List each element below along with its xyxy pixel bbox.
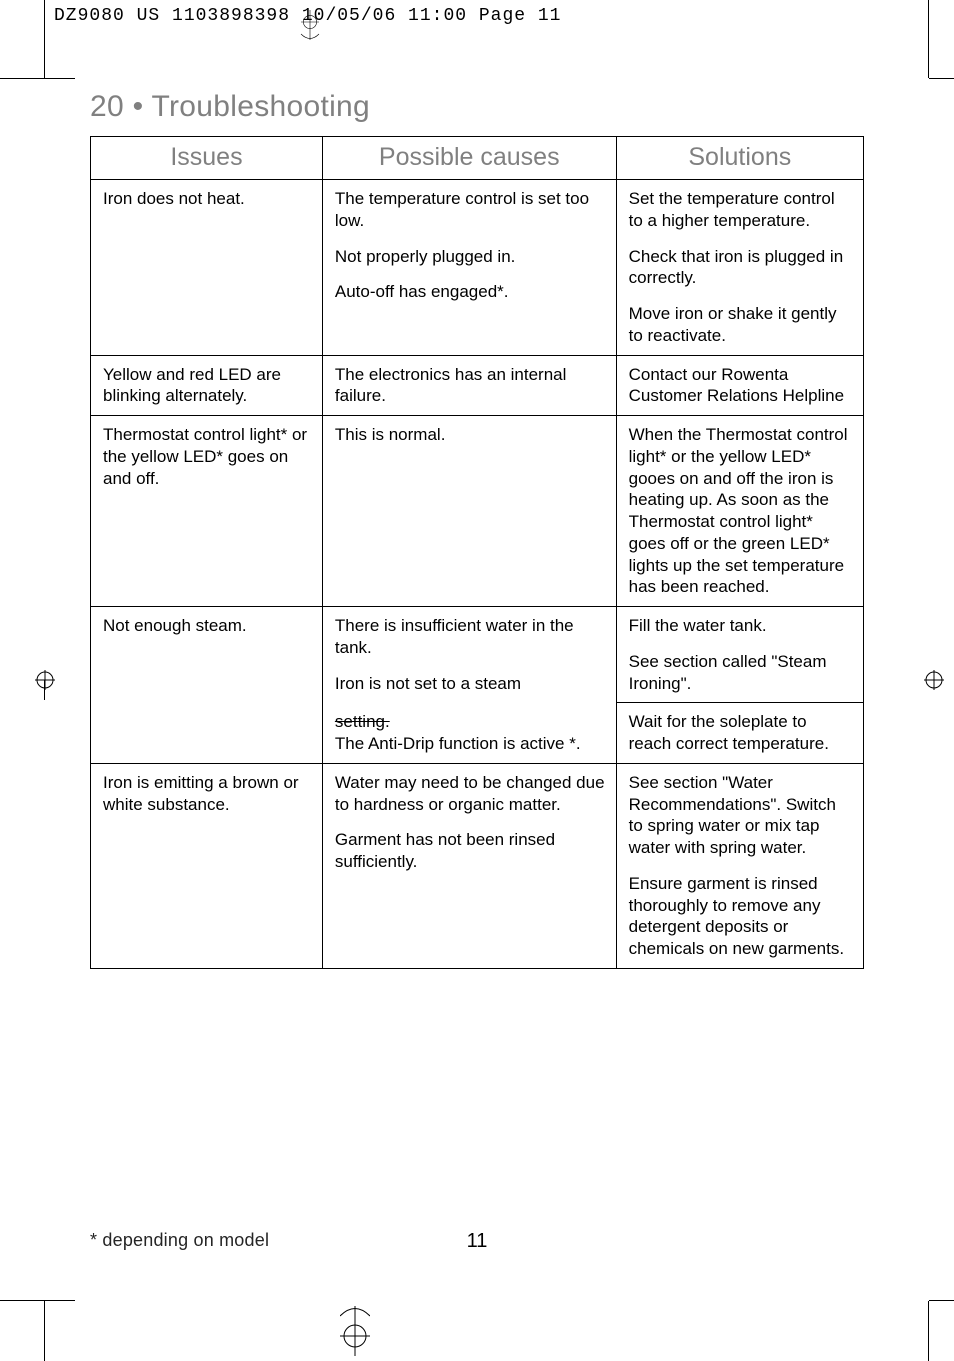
- solution-text: See section "Water Recommendations". Swi…: [629, 772, 853, 859]
- troubleshooting-table: Issues Possible causes Solutions Iron do…: [90, 136, 864, 969]
- cause-text: Auto-off has engaged*.: [335, 281, 606, 303]
- table-row: setting. The Anti-Drip function is activ…: [91, 703, 864, 764]
- page-content: 20 • Troubleshooting Issues Possible cau…: [90, 90, 864, 969]
- cell-issue: [91, 703, 323, 764]
- th-causes: Possible causes: [322, 137, 616, 180]
- th-solutions: Solutions: [616, 137, 863, 180]
- table-row: Iron does not heat. The temperature cont…: [91, 180, 864, 356]
- cell-cause: Water may need to be changed due to hard…: [322, 763, 616, 968]
- page-number: 11: [0, 1230, 954, 1253]
- table-row: Iron is emitting a brown or white substa…: [91, 763, 864, 968]
- cell-cause: setting. The Anti-Drip function is activ…: [322, 703, 616, 764]
- cause-text: Garment has not been rinsed sufficiently…: [335, 829, 606, 873]
- cell-cause: There is insufficient water in the tank.…: [322, 607, 616, 703]
- cell-cause: The electronics has an internal failure.: [322, 355, 616, 416]
- table-row: Not enough steam. There is insufficient …: [91, 607, 864, 703]
- solution-text: Move iron or shake it gently to reactiva…: [629, 303, 853, 347]
- solution-text: See section called "Steam Ironing".: [629, 651, 853, 695]
- table-row: Yellow and red LED are blinking alternat…: [91, 355, 864, 416]
- cell-solution: Fill the water tank. See section called …: [616, 607, 863, 703]
- solution-text: Ensure garment is rinsed thoroughly to r…: [629, 873, 853, 960]
- cause-text: The Anti-Drip function is active *.: [335, 733, 606, 755]
- cell-issue: Not enough steam.: [91, 607, 323, 703]
- solution-text: Set the temperature control to a higher …: [629, 188, 853, 232]
- cell-solution: Set the temperature control to a higher …: [616, 180, 863, 356]
- cell-cause: The temperature control is set too low. …: [322, 180, 616, 356]
- solution-text: Fill the water tank.: [629, 615, 853, 637]
- registration-mark-bottom: [340, 1306, 370, 1356]
- section-title: 20 • Troubleshooting: [90, 90, 864, 124]
- cell-issue: Yellow and red LED are blinking alternat…: [91, 355, 323, 416]
- cause-text: Not properly plugged in.: [335, 246, 606, 268]
- cause-strike: setting.: [335, 711, 606, 733]
- crop-mark-right: [924, 670, 944, 690]
- cell-solution: When the Thermostat control light* or th…: [616, 416, 863, 607]
- th-issues: Issues: [91, 137, 323, 180]
- cause-text: The temperature control is set too low.: [335, 188, 606, 232]
- cell-solution: See section "Water Recommendations". Swi…: [616, 763, 863, 968]
- registration-mark-top: [295, 10, 325, 40]
- cell-cause: This is normal.: [322, 416, 616, 607]
- cell-issue: Thermostat control light* or the yellow …: [91, 416, 323, 607]
- table-header-row: Issues Possible causes Solutions: [91, 137, 864, 180]
- cause-text: Water may need to be changed due to hard…: [335, 772, 606, 816]
- cause-text: Iron is not set to a steam: [335, 673, 606, 695]
- cell-solution: Wait for the soleplate to reach correct …: [616, 703, 863, 764]
- cell-issue: Iron is emitting a brown or white substa…: [91, 763, 323, 968]
- cell-solution: Contact our Rowenta Customer Relations H…: [616, 355, 863, 416]
- cell-issue: Iron does not heat.: [91, 180, 323, 356]
- crop-mark-left: [35, 670, 55, 690]
- table-row: Thermostat control light* or the yellow …: [91, 416, 864, 607]
- cause-text: There is insufficient water in the tank.: [335, 615, 606, 659]
- solution-text: Check that iron is plugged in correctly.: [629, 246, 853, 290]
